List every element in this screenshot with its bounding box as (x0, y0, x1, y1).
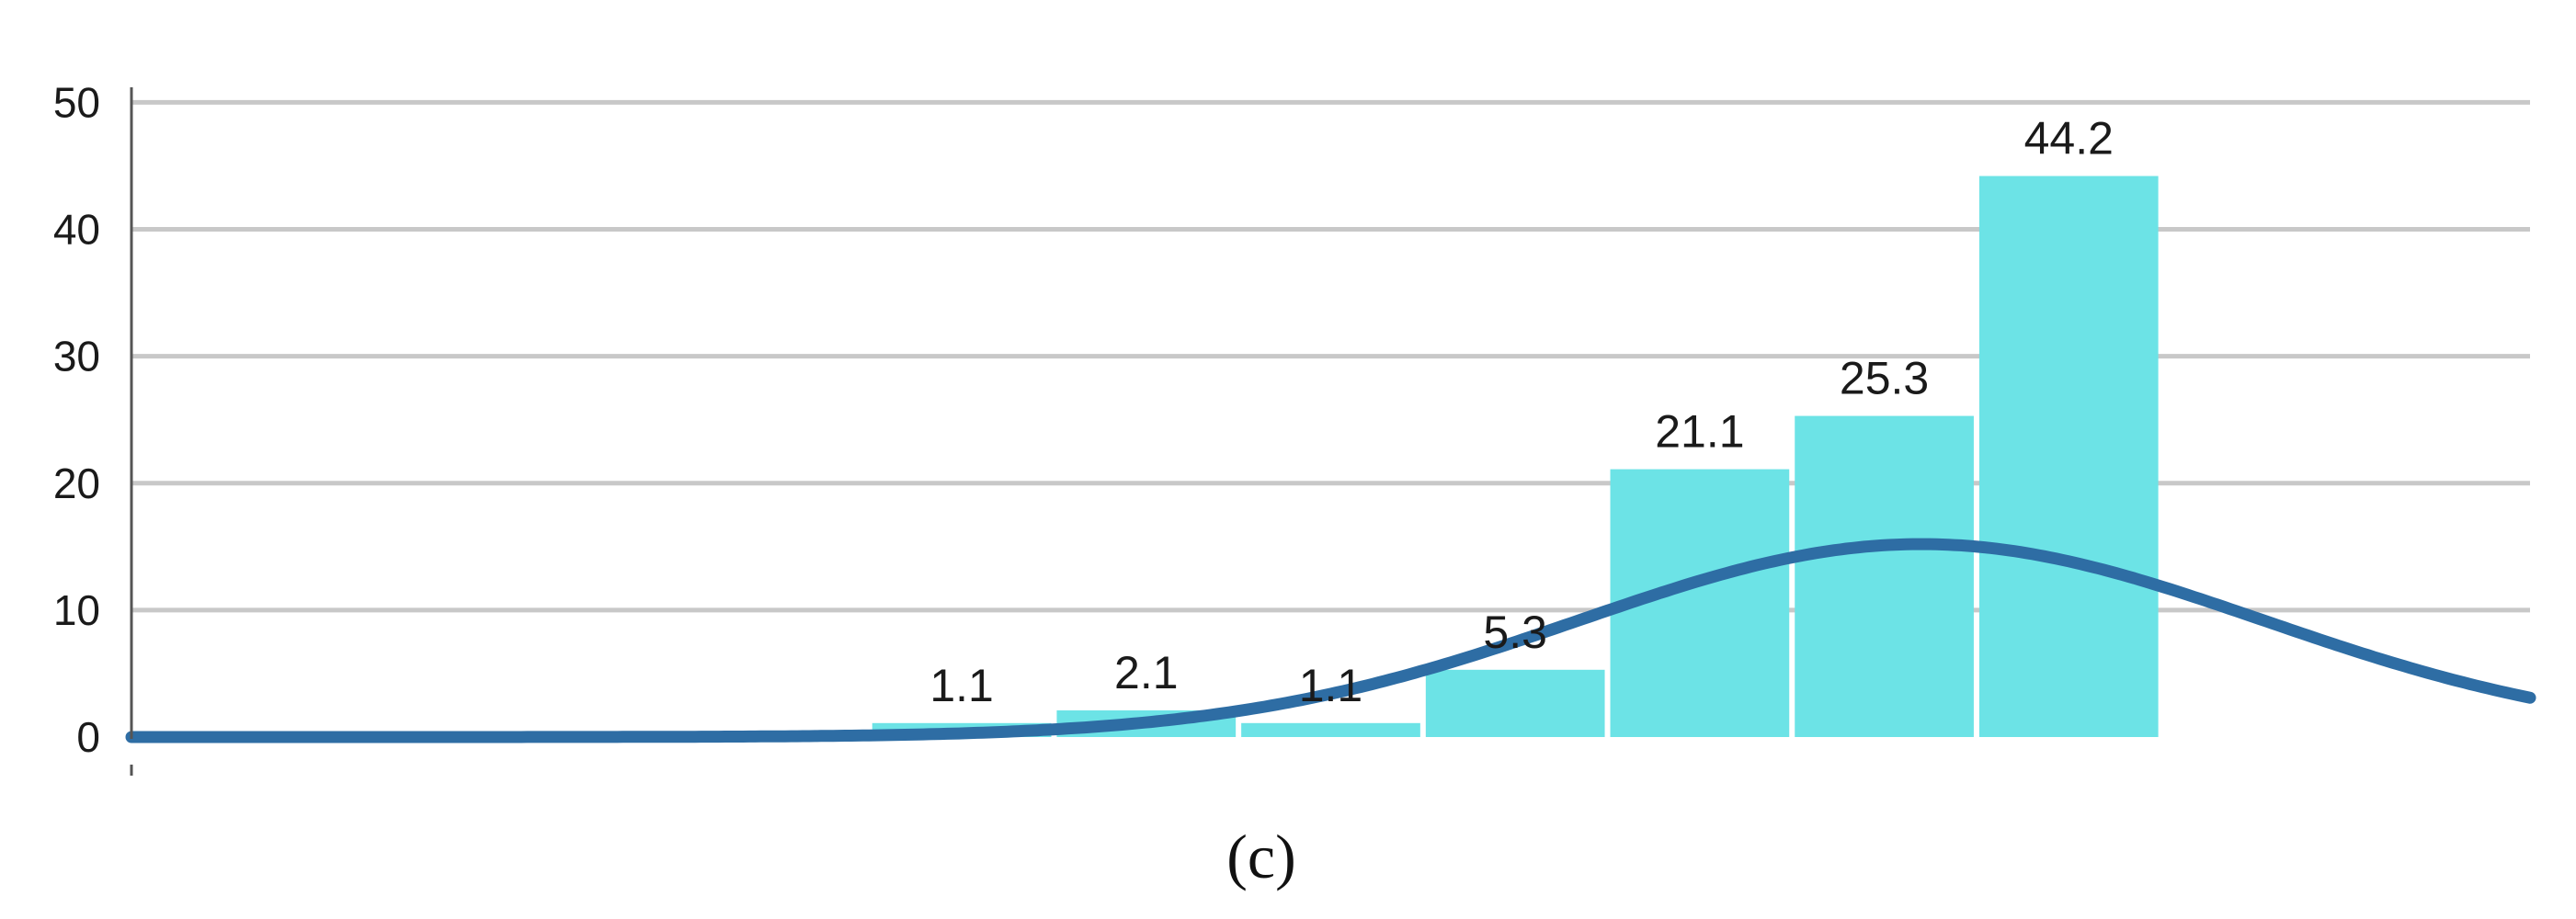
grid-lines (131, 99, 2530, 613)
y-axis-tick-labels: 0 10 20 30 40 50 (53, 78, 100, 761)
bar-value-label: 25.3 (1840, 353, 1929, 404)
y-tick-label: 50 (53, 78, 100, 126)
bars (872, 176, 2159, 738)
y-tick-label: 40 (53, 206, 100, 254)
histogram-bar (1795, 415, 1974, 737)
bar-value-label: 1.1 (929, 660, 994, 711)
y-tick-label: 30 (53, 333, 100, 380)
y-tick-label: 20 (53, 460, 100, 507)
histogram-bar (1241, 722, 1420, 737)
normal-curve-layer (125, 538, 2536, 743)
histogram-bar (1978, 176, 2159, 738)
bar-value-label: 21.1 (1655, 406, 1744, 458)
y-tick-label: 10 (53, 586, 100, 634)
normal-curve (125, 538, 2536, 743)
bar-value-label: 1.1 (1299, 660, 1363, 711)
y-tick-label: 0 (76, 713, 100, 761)
bar-value-label: 44.2 (2024, 113, 2114, 165)
bar-value-label: 2.1 (1114, 647, 1179, 698)
figure-caption: (c) (1226, 822, 1295, 891)
bar-value-label: 5.3 (1483, 607, 1547, 658)
histogram-bar (1425, 669, 1605, 737)
bar-data-labels: 1.1 2.1 1.1 5.3 21.1 25.3 44.2 (929, 113, 2114, 711)
